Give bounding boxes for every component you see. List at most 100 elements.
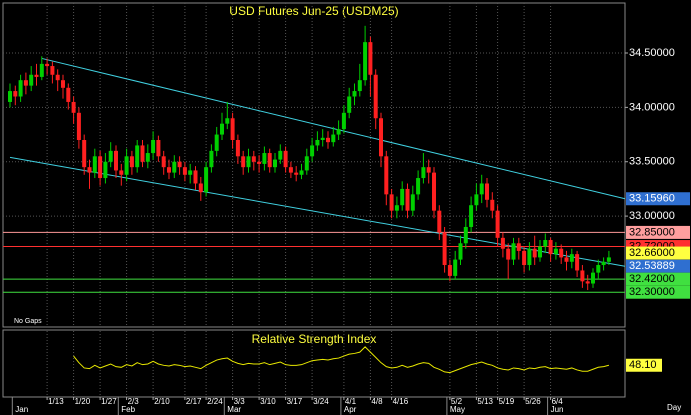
- candle-body: [394, 205, 399, 211]
- candle-body: [18, 80, 23, 97]
- note: No Gaps: [14, 318, 42, 325]
- candle-body: [167, 167, 171, 173]
- month-label: Jun: [551, 405, 564, 414]
- x-tick-label: 4/8: [371, 397, 383, 406]
- candle-body: [432, 172, 436, 211]
- candle-body: [564, 257, 569, 262]
- candle-body: [55, 74, 60, 81]
- x-axis-label: Day: [667, 403, 681, 412]
- candle-body: [299, 170, 304, 175]
- y-tick-label: 33.50000: [629, 156, 675, 168]
- candle-body: [347, 96, 352, 113]
- candle-body: [485, 183, 489, 200]
- candle-body: [447, 265, 452, 276]
- candle-body: [410, 194, 415, 211]
- candle-body: [92, 156, 97, 173]
- candle-body: [384, 156, 389, 195]
- candle-body: [273, 159, 277, 168]
- x-tick-label: 4/1: [345, 397, 357, 406]
- candle-body: [479, 183, 484, 195]
- rsi-title: Relative Strength Index: [252, 332, 377, 346]
- candle-body: [204, 167, 209, 193]
- candle-body: [585, 281, 590, 284]
- price-label-box: [626, 285, 690, 299]
- candle-body: [506, 248, 511, 260]
- x-tick-label: 5/26: [525, 397, 541, 406]
- price-label: 32.42000: [629, 273, 675, 285]
- candle-body: [140, 145, 145, 162]
- candle-body: [368, 42, 373, 75]
- price-label: 32.30000: [629, 286, 675, 298]
- candle-body: [320, 137, 325, 140]
- candle-body: [283, 150, 288, 168]
- candle-body: [357, 80, 362, 92]
- candle-body: [379, 118, 383, 157]
- y-tick-label: 34.00000: [629, 101, 675, 113]
- candle-body: [29, 74, 34, 86]
- candle-body: [82, 139, 87, 168]
- candle-body: [426, 167, 431, 173]
- candle-body: [98, 156, 103, 179]
- candle-body: [389, 194, 394, 211]
- candle-body: [527, 248, 532, 266]
- x-tick-label: 3/10: [260, 397, 276, 406]
- candle-body: [421, 167, 426, 179]
- candle-body: [326, 137, 330, 143]
- candle-body: [522, 250, 527, 266]
- chart-title: USD Futures Jun-25 (USDM25): [229, 4, 398, 18]
- candle-body: [516, 243, 521, 251]
- candle-body: [50, 66, 55, 75]
- candle-body: [114, 150, 118, 171]
- x-tick-label: 2/3: [128, 397, 140, 406]
- price-label: 32.53889: [629, 260, 675, 272]
- candle-body: [145, 153, 150, 162]
- candle-body: [548, 240, 553, 255]
- x-tick-label: 5/19: [499, 397, 515, 406]
- candle-body: [310, 145, 315, 157]
- candle-body: [405, 188, 410, 211]
- candle-body: [416, 178, 421, 195]
- price-label-box: [626, 192, 690, 206]
- candle-body: [103, 161, 108, 179]
- candle-body: [161, 156, 166, 168]
- month-label: Apr: [344, 405, 357, 414]
- month-label: May: [450, 405, 465, 414]
- candle-body: [553, 248, 558, 255]
- candle-body: [400, 188, 405, 206]
- candle-body: [453, 259, 458, 276]
- x-tick-label: 3/17: [287, 397, 303, 406]
- candle-body: [172, 161, 177, 173]
- trendline: [9, 156, 626, 267]
- candle-body: [294, 172, 299, 175]
- candle-body: [151, 139, 156, 154]
- price-label-box: [626, 272, 690, 286]
- candle-body: [124, 156, 129, 175]
- x-tick-label: 3/3: [234, 397, 246, 406]
- candle-body: [182, 167, 187, 175]
- candle-body: [559, 248, 564, 258]
- candle-body: [225, 118, 230, 124]
- candle-body: [315, 139, 320, 146]
- x-tick-label: 2/17: [186, 397, 202, 406]
- candle-body: [220, 123, 224, 135]
- month-label: Jan: [15, 405, 28, 414]
- x-tick-label: 3/24: [313, 397, 329, 406]
- candle-body: [108, 150, 113, 162]
- candle-body: [373, 74, 378, 119]
- candle-body: [606, 257, 611, 262]
- x-tick-label: 2/24: [207, 397, 223, 406]
- x-tick-label: 4/16: [393, 397, 409, 406]
- candle-body: [580, 270, 585, 282]
- candle-body: [241, 156, 246, 168]
- y-tick-label: 34.50000: [629, 47, 675, 59]
- candle-body: [331, 134, 336, 143]
- candle-body: [490, 199, 495, 211]
- price-label: 32.66000: [629, 247, 675, 259]
- candle-body: [596, 265, 601, 273]
- candle-body: [474, 194, 479, 206]
- candle-body: [352, 91, 357, 97]
- candle-body: [61, 80, 65, 88]
- candle-body: [39, 63, 44, 77]
- candle-body: [591, 272, 595, 284]
- candle-body: [458, 243, 463, 260]
